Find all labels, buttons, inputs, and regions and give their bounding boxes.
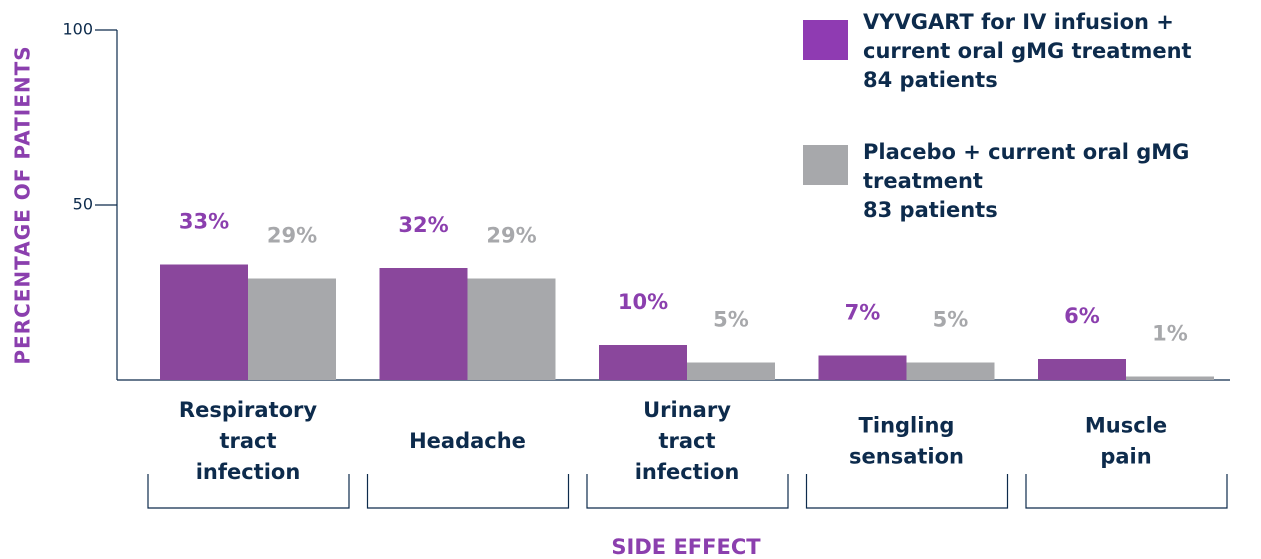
bar <box>467 278 556 380</box>
category-bracket <box>147 474 350 509</box>
value-label: 29% <box>486 224 536 248</box>
x-tick-label: Headache <box>409 429 526 453</box>
x-tick-line: tract <box>658 429 715 453</box>
bar <box>818 355 907 380</box>
x-tick-label: Respiratory tract infection <box>179 398 317 484</box>
legend-patients: 84 patients <box>863 68 998 92</box>
bar <box>160 264 248 380</box>
legend-patients: 83 patients <box>863 198 998 222</box>
bar <box>599 345 687 380</box>
x-tick-label: Urinary tract infection <box>635 398 740 484</box>
value-label: 10% <box>618 290 668 314</box>
legend-label: Placebo + current oral gMG treatment <box>863 140 1190 193</box>
legend-label: VYVGART for IV infusion + current oral g… <box>863 10 1192 63</box>
bar <box>906 362 995 380</box>
x-tick-line: infection <box>635 460 740 484</box>
x-tick-line: Tingling <box>859 414 955 438</box>
bar <box>1038 359 1126 380</box>
x-tick-line: Headache <box>409 429 526 453</box>
y-tick-label: 50 <box>73 195 93 214</box>
x-tick-line: sensation <box>849 445 964 469</box>
value-label: 5% <box>713 308 749 332</box>
y-tick-label: 100 <box>62 20 93 39</box>
bar <box>248 278 336 380</box>
x-axis-title: SIDE EFFECT <box>611 535 761 559</box>
x-tick-line: Muscle <box>1085 414 1167 438</box>
x-tick-line: infection <box>196 460 301 484</box>
x-tick-line: Urinary <box>643 398 731 422</box>
legend-item: Placebo + current oral gMG treatment 83 … <box>863 138 1193 225</box>
legend-item: VYVGART for IV infusion + current oral g… <box>863 8 1261 95</box>
value-label: 6% <box>1064 304 1100 328</box>
value-label: 7% <box>845 301 881 325</box>
value-label: 1% <box>1152 322 1188 346</box>
bar <box>1126 376 1214 380</box>
value-label: 32% <box>398 213 448 237</box>
x-tick-label: Muscle pain <box>1085 414 1167 469</box>
value-label: 29% <box>267 224 317 248</box>
category-bracket <box>805 474 1009 509</box>
x-tick-label: Tingling sensation <box>849 414 964 469</box>
x-tick-line: Respiratory <box>179 398 317 422</box>
bar <box>379 268 468 380</box>
bar <box>687 362 775 380</box>
y-axis-title: PERCENTAGE OF PATIENTS <box>11 45 35 364</box>
legend-swatch <box>803 145 848 185</box>
value-label: 33% <box>179 210 229 234</box>
category-bracket <box>586 474 789 509</box>
x-tick-line: tract <box>219 429 276 453</box>
legend-swatch <box>803 20 848 60</box>
category-bracket <box>1025 474 1228 509</box>
category-bracket <box>366 474 570 509</box>
value-label: 5% <box>933 308 969 332</box>
x-tick-line: pain <box>1100 445 1151 469</box>
